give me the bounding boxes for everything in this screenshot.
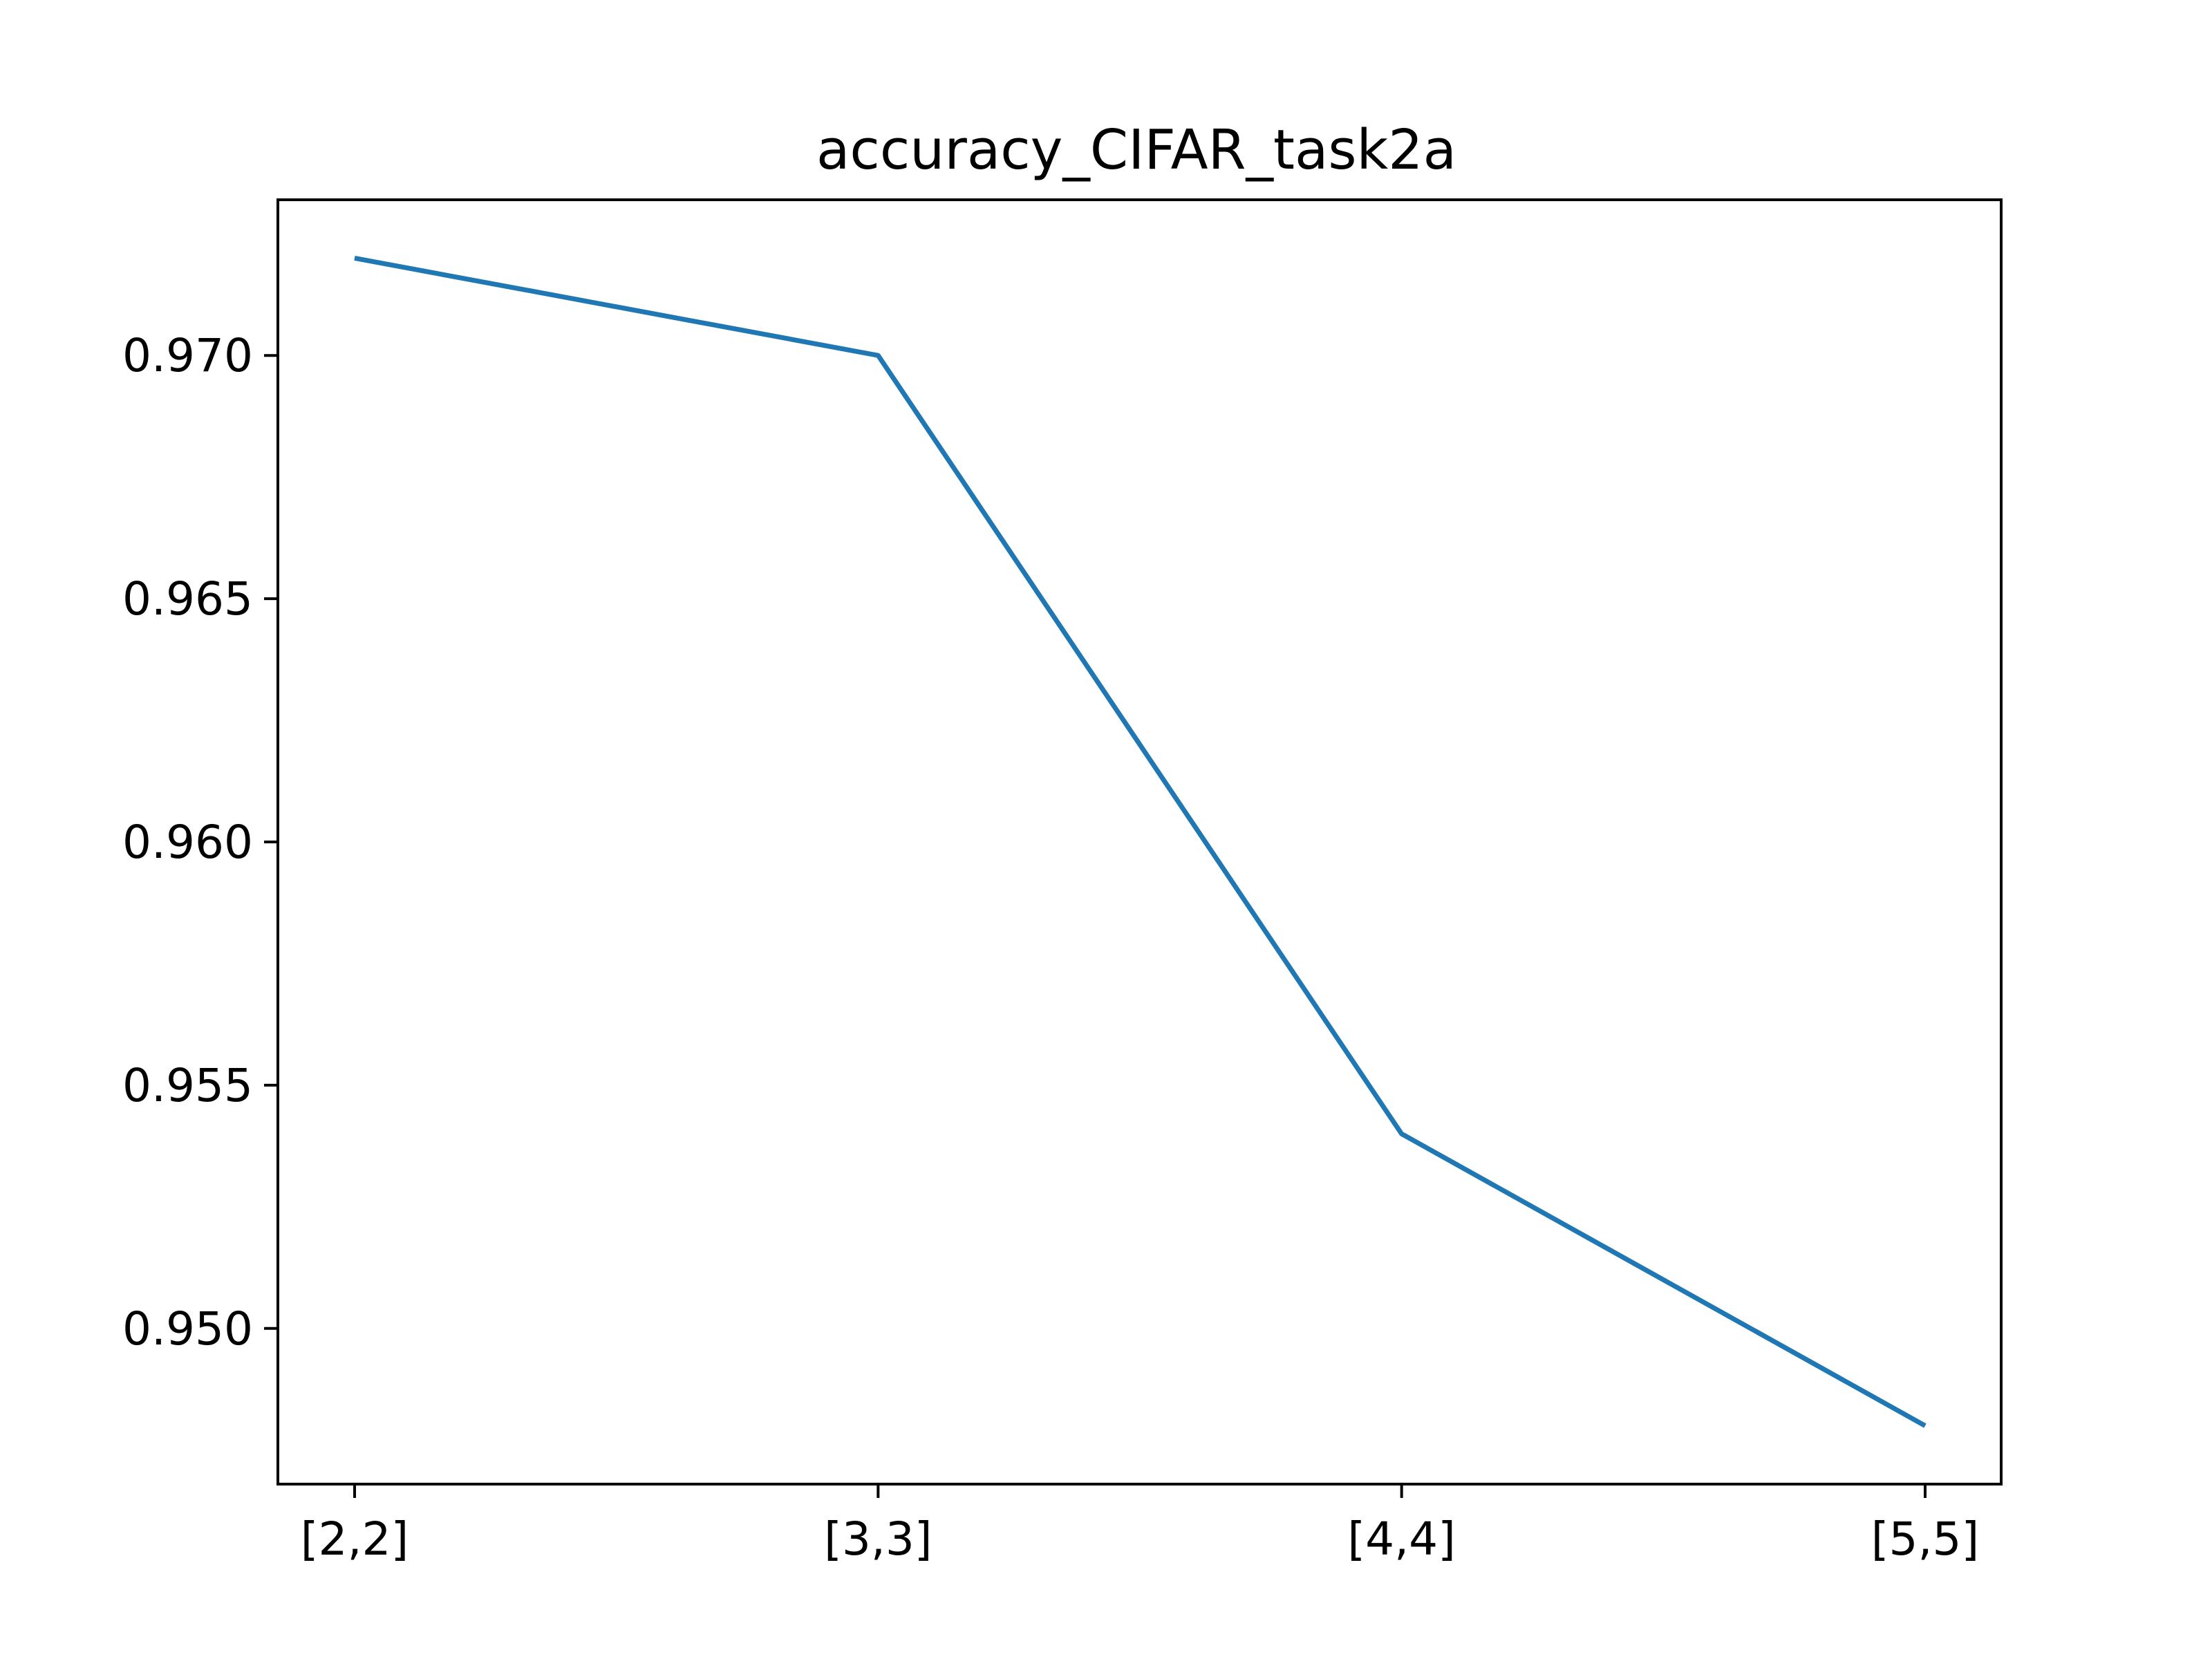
y-tick-label: 0.970 — [122, 329, 253, 382]
data-point — [1401, 1133, 1403, 1134]
plot-frame — [276, 198, 2003, 1485]
data-point — [1924, 1425, 1926, 1427]
y-tick-label: 0.960 — [122, 816, 253, 869]
x-tick-label: [4,4] — [1347, 1512, 1455, 1566]
data-point — [354, 257, 355, 259]
series-layer — [354, 256, 1927, 1428]
x-axis: [2,2] [3,3] [4,4] [5,5] — [301, 1484, 1979, 1566]
y-tick-label: 0.950 — [122, 1302, 253, 1356]
data-point — [877, 355, 879, 356]
chart-title: accuracy_CIFAR_task2a — [816, 118, 1456, 182]
x-tick-label: [2,2] — [301, 1512, 409, 1566]
y-axis: 0.950 0.955 0.960 0.965 0.970 — [122, 329, 278, 1356]
y-tick-label: 0.955 — [122, 1059, 253, 1112]
series-line-0 — [354, 256, 1927, 1428]
x-tick-label: [3,3] — [824, 1512, 932, 1566]
y-tick-label: 0.965 — [122, 572, 253, 626]
x-tick-label: [5,5] — [1871, 1512, 1979, 1566]
